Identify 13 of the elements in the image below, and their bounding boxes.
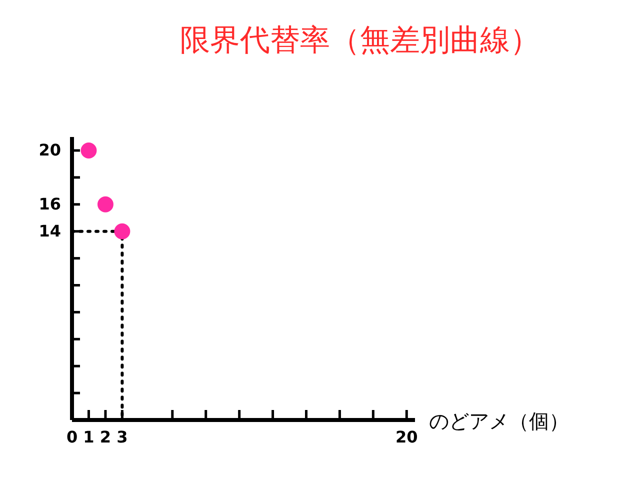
x-tick-label: 1 [83,427,94,446]
x-tick-label: 2 [100,427,112,446]
x-tick-label: 3 [116,427,128,446]
y-tick-label: 16 [38,194,61,214]
x-tick-label: 20 [396,427,418,446]
y-tick-label: 20 [38,140,61,160]
x-tick-label: 0 [66,427,78,446]
chart-title: 限界代替率（無差別曲線） [180,23,540,58]
x-axis-title: のどアメ（個） [429,409,569,433]
point [80,142,97,158]
point [114,223,130,240]
point [97,196,114,212]
y-tick-label: 14 [38,221,61,240]
